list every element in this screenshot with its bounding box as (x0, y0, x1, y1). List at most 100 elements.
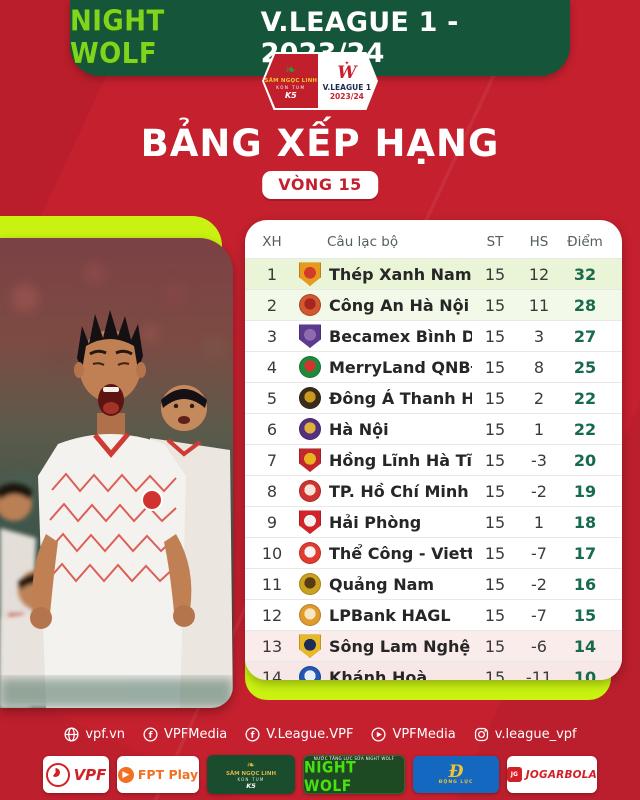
played-cell: 15 (484, 264, 506, 284)
club-crest-icon (299, 634, 321, 658)
table-row: 11 Quảng Nam 15 -2 16 (245, 568, 622, 599)
club-crest-icon (299, 604, 321, 626)
night-wolf-wordmark: NIGHT WOLF (70, 5, 165, 71)
club-crest-icon (299, 573, 321, 595)
table-body: 1 Thép Xanh Nam Định 15 12 32 2 Công An … (245, 258, 622, 680)
club-crest-icon (299, 387, 321, 409)
rank-cell: 11 (261, 574, 283, 594)
sponsor-night-wolf[interactable]: NƯỚC TĂNG LỰC SỮA NIGHT WOLF NIGHT WOLF (303, 755, 405, 795)
played-cell: 15 (484, 388, 506, 408)
points-cell: 17 (573, 543, 597, 563)
club-name-cell: Hà Nội (329, 419, 389, 439)
club-name-cell: Hải Phòng (329, 512, 422, 532)
rank-cell: 6 (266, 419, 278, 439)
sponsor-sam-ngoc-linh[interactable]: ❧ SÂM NGỌC LINH KON TUM K5 (207, 755, 295, 794)
points-cell: 22 (573, 388, 597, 408)
dong-luc-d-icon: Đ (448, 762, 464, 782)
social-item-vpf-vn[interactable]: vpf.vn (63, 726, 125, 743)
points-cell: 16 (573, 574, 597, 594)
played-cell: 15 (484, 543, 506, 563)
table-row: 2 Công An Hà Nội 15 11 28 (245, 289, 622, 320)
points-cell: 20 (573, 450, 597, 470)
club-name-cell: Thể Công - Viettel (329, 543, 472, 563)
sponsor-jogarbola[interactable]: JG JOGARBOLA (507, 756, 597, 793)
social-item-v-league-vpf[interactable]: f V.League.VPF (244, 726, 353, 743)
table-row: 1 Thép Xanh Nam Định 15 12 32 (245, 258, 622, 289)
club-crest-icon (299, 666, 321, 680)
points-cell: 25 (573, 357, 597, 377)
points-cell: 14 (573, 636, 597, 656)
points-cell: 32 (573, 264, 597, 284)
club-crest-icon (299, 324, 321, 348)
vpf-logo-icon (45, 762, 70, 787)
rank-cell: 13 (261, 636, 283, 656)
sam-ngoc-linh-label: SÂM NGỌC LINH (225, 771, 277, 777)
league-hex-badge: ❧ SÂM NGỌC LINH KON TUM K5 ✦ W V.LEAGUE … (262, 52, 378, 110)
club-name-cell: Đông Á Thanh Hoá (329, 388, 472, 408)
rank-cell: 10 (261, 543, 283, 563)
table-row: 7 Hồng Lĩnh Hà Tĩnh 15 -3 20 (245, 444, 622, 475)
rank-cell: 5 (266, 388, 278, 408)
sponsor-fpt-play[interactable]: ▶ FPT Play (117, 756, 199, 793)
sponsor-row: VPF ▶ FPT Play ❧ SÂM NGỌC LINH KON TUM K… (0, 755, 640, 795)
facebook-icon: f (142, 726, 159, 743)
dong-luc-label: ĐỘNG LỰC (438, 780, 474, 785)
night-wolf-tagline: NƯỚC TĂNG LỰC SỮA NIGHT WOLF (313, 756, 395, 761)
page-title: BẢNG XẾP HẠNG (140, 122, 500, 165)
social-item-vpfmedia[interactable]: VPFMedia (370, 726, 456, 743)
table-row: 4 MerryLand QNBĐ 15 8 25 (245, 351, 622, 382)
jogarbola-label: JOGARBOLA (525, 768, 597, 781)
round-badge: VÒNG 15 (262, 171, 378, 199)
points-cell: 28 (573, 295, 597, 315)
points-cell: 27 (573, 326, 597, 346)
social-item-vpfmedia[interactable]: f VPFMedia (142, 726, 227, 743)
rank-cell: 7 (266, 450, 278, 470)
played-cell: 15 (484, 450, 506, 470)
club-crest-icon (299, 510, 321, 534)
globe-icon (63, 726, 80, 743)
played-cell: 15 (484, 605, 506, 625)
social-handle: v.league_vpf (494, 727, 577, 742)
ginseng-leaf-icon: ❧ (285, 63, 297, 78)
sponsor-dong-luc[interactable]: Đ ĐỘNG LỰC (413, 756, 499, 793)
rank-cell: 2 (266, 295, 278, 315)
points-cell: 22 (573, 419, 597, 439)
k5-label: K5 (246, 782, 256, 790)
header-club: Câu lạc bộ (327, 234, 399, 250)
club-name-cell: Công An Hà Nội (329, 295, 470, 315)
social-item-v-league-vpf[interactable]: v.league_vpf (473, 726, 577, 743)
played-cell: 15 (484, 357, 506, 377)
goal-diff-cell: -2 (531, 481, 547, 501)
kon-tum-label: KON TUM (276, 85, 306, 90)
played-cell: 15 (484, 512, 506, 532)
vleague-half: ✦ W V.LEAGUE 1 2023/24 (317, 54, 376, 108)
social-handle: V.League.VPF (266, 727, 354, 742)
rank-cell: 3 (266, 326, 278, 346)
standings-table: XH Câu lạc bộ ST HS Điểm 1 Thép Xanh Nam… (245, 220, 622, 680)
points-cell: 18 (573, 512, 597, 532)
table-row: 5 Đông Á Thanh Hoá 15 2 22 (245, 382, 622, 413)
social-row: vpf.vn f VPFMedia f V.League.VPF VPFMedia v.le… (0, 726, 640, 743)
header-points: Điểm (567, 234, 603, 250)
table-row: 9 Hải Phòng 15 1 18 (245, 506, 622, 537)
goal-diff-cell: 12 (528, 264, 550, 284)
table-row: 6 Hà Nội 15 1 22 (245, 413, 622, 444)
club-name-cell: Khánh Hoà (329, 667, 428, 681)
points-cell: 10 (573, 667, 597, 681)
sponsor-vpf[interactable]: VPF (43, 756, 109, 793)
points-cell: 15 (573, 605, 597, 625)
sam-ngoc-linh-label: SÂM NGỌC LINH (264, 78, 318, 84)
kon-tum-label: KON TUM (237, 777, 265, 782)
play-icon: ▶ (117, 766, 134, 783)
header-rank: XH (262, 234, 282, 250)
club-crest-icon (299, 448, 321, 472)
goal-diff-cell: 3 (533, 326, 545, 346)
club-crest-icon (299, 418, 321, 440)
played-cell: 15 (484, 636, 506, 656)
played-cell: 15 (484, 419, 506, 439)
rank-cell: 8 (266, 481, 278, 501)
social-handle: VPFMedia (392, 727, 456, 742)
social-handle: vpf.vn (85, 727, 126, 742)
club-name-cell: Hồng Lĩnh Hà Tĩnh (329, 450, 472, 470)
played-cell: 15 (484, 574, 506, 594)
